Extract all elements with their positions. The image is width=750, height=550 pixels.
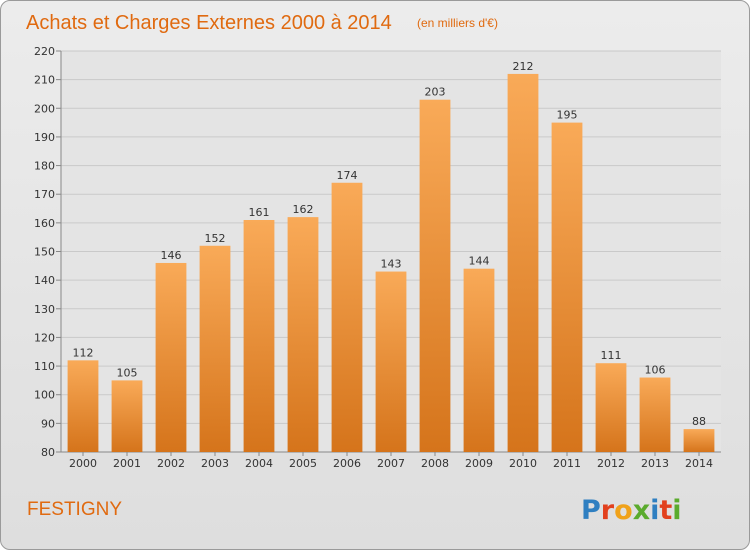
x-tick-label: 2003: [201, 457, 229, 470]
bar: [199, 245, 231, 452]
y-tick-label: 160: [34, 217, 55, 230]
data-label: 112: [73, 346, 94, 359]
chart-subtitle: (en milliers d'€): [417, 16, 498, 30]
data-label: 174: [337, 169, 358, 182]
bar: [683, 429, 715, 452]
x-tick-label: 2010: [509, 457, 537, 470]
y-tick-label: 100: [34, 389, 55, 402]
bar: [375, 271, 407, 452]
bar: [419, 99, 451, 452]
proxiti-logo: Proxiti: [581, 495, 682, 526]
data-label: 106: [645, 364, 666, 377]
data-label: 162: [293, 203, 314, 216]
x-tick-label: 2012: [597, 457, 625, 470]
x-tick-label: 2005: [289, 457, 317, 470]
y-tick-label: 180: [34, 160, 55, 173]
data-label: 105: [117, 366, 138, 379]
bar: [595, 363, 627, 452]
x-tick-label: 2009: [465, 457, 493, 470]
y-tick-label: 110: [34, 360, 55, 373]
x-tick-label: 2002: [157, 457, 185, 470]
bar: [67, 360, 99, 452]
y-tick-label: 190: [34, 131, 55, 144]
bar: [111, 380, 143, 452]
data-label: 143: [381, 258, 402, 271]
y-tick-label: 90: [41, 417, 55, 430]
bar: [287, 217, 319, 452]
data-label: 203: [425, 86, 446, 99]
x-tick-label: 2006: [333, 457, 361, 470]
x-tick-label: 2000: [69, 457, 97, 470]
bar: [243, 219, 275, 452]
x-tick-label: 2011: [553, 457, 581, 470]
commune-name: FESTIGNY: [27, 499, 122, 520]
data-label: 144: [469, 255, 490, 268]
x-tick-label: 2004: [245, 457, 273, 470]
data-label: 146: [161, 249, 182, 262]
y-tick-label: 200: [34, 102, 55, 115]
bar: [551, 122, 583, 452]
data-label: 111: [601, 349, 622, 362]
plot-area: 8090100110120130140150160170180190200210…: [34, 45, 721, 470]
data-label: 161: [249, 206, 270, 219]
bar: [639, 377, 671, 452]
y-tick-label: 220: [34, 45, 55, 58]
data-label: 88: [692, 415, 706, 428]
y-tick-label: 210: [34, 74, 55, 87]
bar: [155, 262, 187, 452]
x-tick-label: 2013: [641, 457, 669, 470]
x-tick-label: 2014: [685, 457, 713, 470]
x-tick-label: 2001: [113, 457, 141, 470]
chart-title: Achats et Charges Externes 2000 à 2014: [26, 12, 392, 34]
bar: [331, 182, 363, 452]
y-tick-label: 130: [34, 303, 55, 316]
svg-text:Proxiti: Proxiti: [581, 495, 682, 526]
data-label: 212: [513, 60, 534, 73]
x-tick-label: 2007: [377, 457, 405, 470]
x-tick-label: 2008: [421, 457, 449, 470]
bar: [507, 73, 539, 453]
bar: [463, 268, 495, 452]
y-tick-label: 170: [34, 188, 55, 201]
y-tick-label: 80: [41, 446, 55, 459]
y-tick-label: 120: [34, 331, 55, 344]
data-label: 152: [205, 232, 226, 245]
y-tick-label: 140: [34, 274, 55, 287]
y-tick-label: 150: [34, 246, 55, 259]
data-label: 195: [557, 109, 578, 122]
